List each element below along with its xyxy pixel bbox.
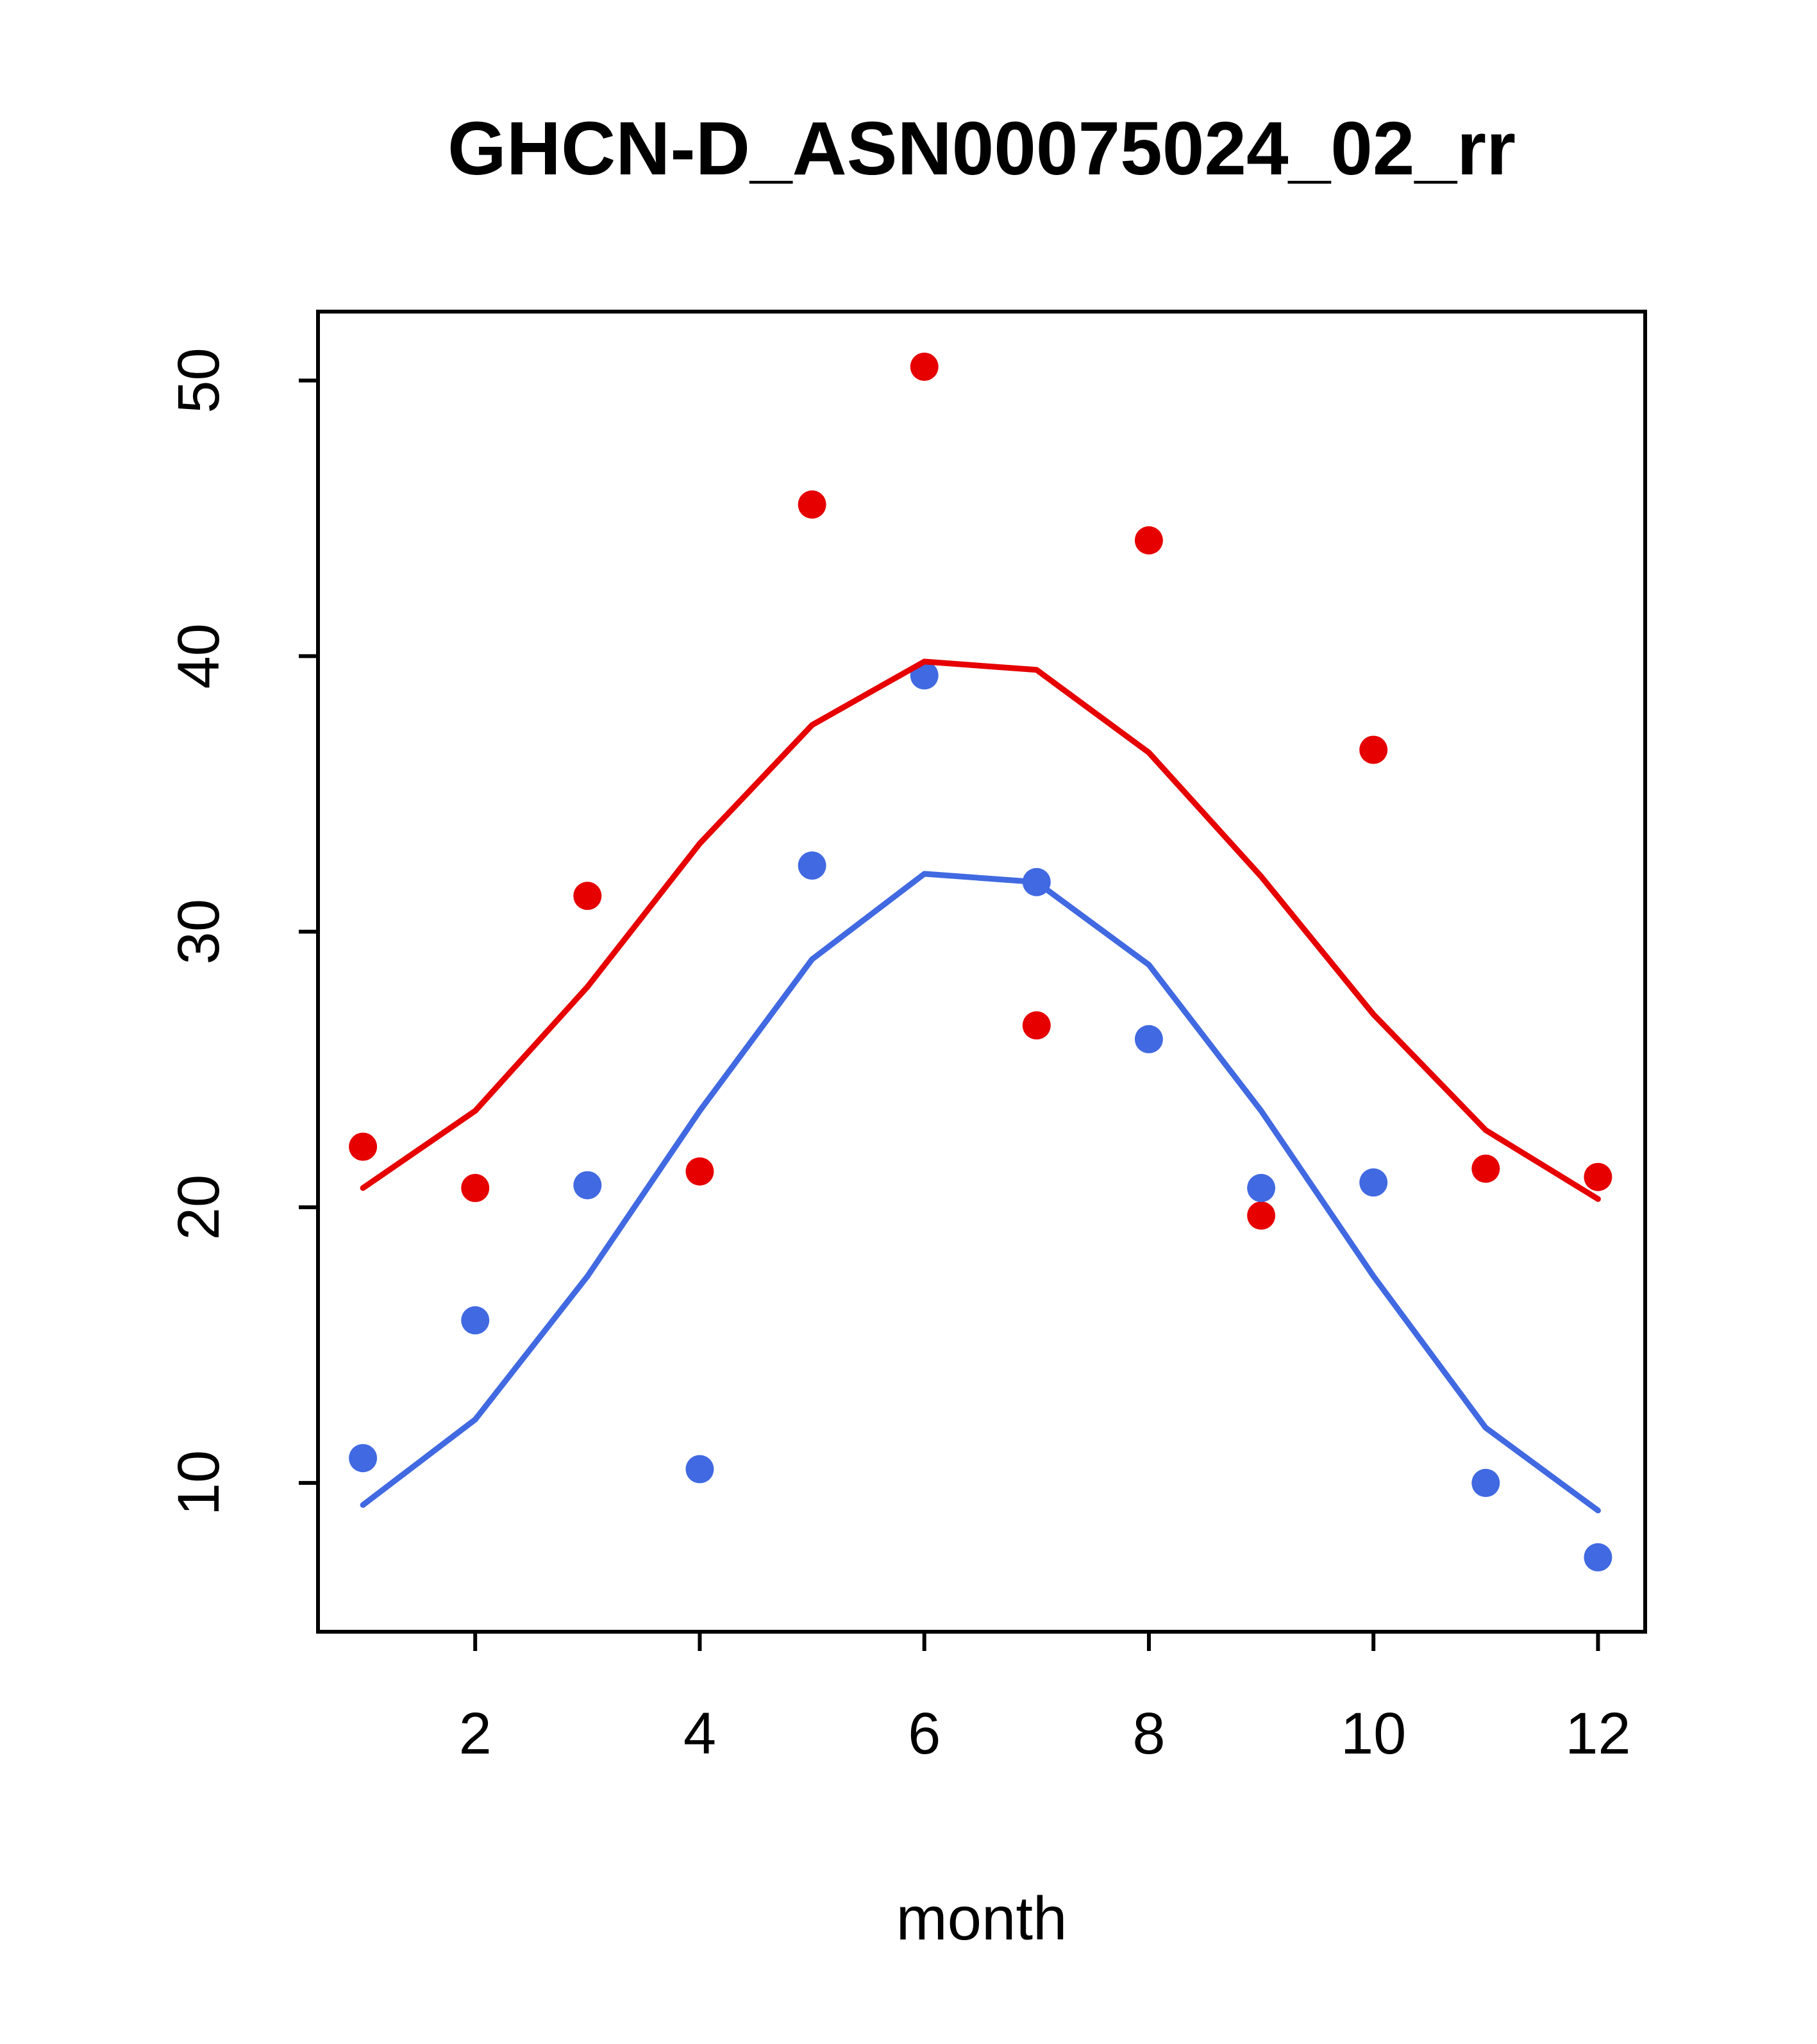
red-point <box>461 1173 490 1202</box>
red-point <box>1471 1154 1500 1183</box>
y-tick-label: 20 <box>166 1175 231 1240</box>
plot-content: 2 4 6 8 10 12 10 20 30 40 50 <box>166 348 1631 1766</box>
red-point <box>1359 735 1388 764</box>
y-tick-label: 50 <box>166 348 231 413</box>
x-tick-label: 4 <box>683 1701 716 1766</box>
y-tick-label: 40 <box>166 623 231 689</box>
red-point <box>910 353 939 381</box>
x-tick-label: 6 <box>908 1701 941 1766</box>
y-tick-label: 30 <box>166 899 231 964</box>
x-tick-label: 12 <box>1565 1701 1630 1766</box>
red-point <box>349 1132 378 1161</box>
red-point <box>1584 1162 1612 1191</box>
blue-point <box>685 1455 714 1484</box>
blue-point <box>1134 1025 1163 1053</box>
blue-point <box>349 1444 378 1473</box>
red-line <box>360 658 1601 1202</box>
x-axis-label: month <box>896 1884 1068 1953</box>
red-point <box>573 882 602 910</box>
x-tick-label: 10 <box>1341 1701 1406 1766</box>
plot-box <box>316 310 1647 1634</box>
chart-title: GHCN-D_ASN00075024_02_rr <box>448 106 1516 191</box>
blue-point <box>1359 1168 1388 1197</box>
red-point <box>685 1157 714 1186</box>
blue-point <box>461 1306 490 1335</box>
y-tick-label: 10 <box>166 1450 231 1516</box>
red-point <box>1247 1201 1276 1230</box>
blue-point <box>1471 1468 1500 1497</box>
red-point <box>1022 1011 1051 1040</box>
x-tick-label: 8 <box>1132 1701 1165 1766</box>
blue-point <box>573 1171 602 1200</box>
blue-line <box>360 871 1601 1514</box>
red-point <box>1134 526 1163 555</box>
x-tick-label: 2 <box>459 1701 492 1766</box>
blue-point <box>1247 1173 1276 1202</box>
blue-point <box>1584 1543 1612 1571</box>
red-point <box>798 490 826 519</box>
blue-point <box>798 851 826 880</box>
